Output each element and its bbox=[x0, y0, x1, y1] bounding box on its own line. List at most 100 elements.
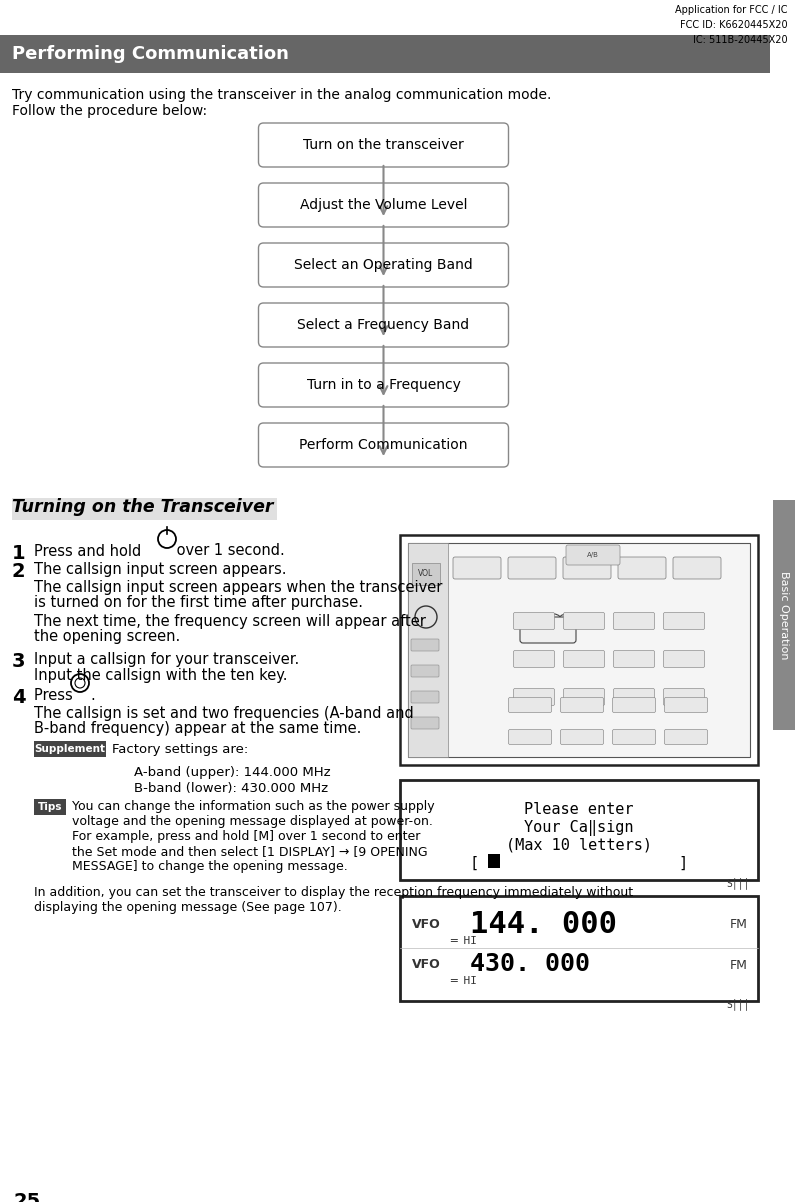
Text: VOL: VOL bbox=[418, 570, 434, 578]
FancyBboxPatch shape bbox=[520, 617, 576, 643]
Text: S│││: S│││ bbox=[727, 877, 750, 888]
Text: B-band frequency) appear at the same time.: B-band frequency) appear at the same tim… bbox=[34, 721, 361, 736]
Text: FM: FM bbox=[730, 959, 748, 972]
Bar bbox=[0, 35, 770, 73]
Text: Your Ca‖sign: Your Ca‖sign bbox=[524, 820, 634, 837]
Text: 25: 25 bbox=[14, 1192, 41, 1202]
Circle shape bbox=[534, 614, 550, 630]
Text: A/B: A/B bbox=[587, 552, 599, 558]
FancyBboxPatch shape bbox=[411, 691, 439, 703]
FancyBboxPatch shape bbox=[513, 613, 555, 630]
Text: 1: 1 bbox=[12, 545, 26, 563]
FancyBboxPatch shape bbox=[508, 697, 552, 713]
Circle shape bbox=[522, 614, 538, 630]
Text: VFO: VFO bbox=[412, 918, 441, 932]
FancyBboxPatch shape bbox=[618, 557, 666, 579]
Text: Select a Frequency Band: Select a Frequency Band bbox=[297, 319, 469, 332]
FancyBboxPatch shape bbox=[663, 689, 705, 706]
Circle shape bbox=[558, 614, 574, 630]
Text: [: [ bbox=[470, 856, 479, 871]
FancyBboxPatch shape bbox=[614, 650, 654, 667]
Text: ═ HI: ═ HI bbox=[450, 976, 477, 986]
Text: 430. 000: 430. 000 bbox=[470, 952, 590, 976]
FancyBboxPatch shape bbox=[613, 697, 655, 713]
Circle shape bbox=[546, 614, 562, 630]
Text: FM: FM bbox=[730, 918, 748, 932]
Text: Supplement: Supplement bbox=[34, 744, 105, 754]
Text: Factory settings are:: Factory settings are: bbox=[112, 743, 248, 756]
FancyBboxPatch shape bbox=[614, 689, 654, 706]
Text: VFO: VFO bbox=[412, 958, 441, 971]
Text: the Set mode and then select [1 DISPLAY] → [9 OPENING: the Set mode and then select [1 DISPLAY]… bbox=[72, 845, 428, 858]
Text: S│││: S│││ bbox=[727, 998, 750, 1010]
FancyBboxPatch shape bbox=[513, 650, 555, 667]
FancyBboxPatch shape bbox=[453, 557, 501, 579]
FancyBboxPatch shape bbox=[665, 730, 708, 744]
FancyBboxPatch shape bbox=[663, 650, 705, 667]
Text: Please enter: Please enter bbox=[524, 802, 634, 817]
Text: You can change the information such as the power supply: You can change the information such as t… bbox=[72, 801, 434, 813]
Text: over 1 second.: over 1 second. bbox=[172, 543, 285, 558]
Bar bbox=[400, 780, 758, 880]
Bar bbox=[400, 535, 758, 764]
Text: .: . bbox=[90, 688, 95, 703]
FancyBboxPatch shape bbox=[614, 613, 654, 630]
Text: A-band (upper): 144.000 MHz: A-band (upper): 144.000 MHz bbox=[134, 766, 331, 779]
Text: The callsign input screen appears.: The callsign input screen appears. bbox=[34, 563, 286, 577]
Text: The callsign input screen appears when the transceiver: The callsign input screen appears when t… bbox=[34, 581, 442, 595]
FancyBboxPatch shape bbox=[563, 650, 604, 667]
FancyBboxPatch shape bbox=[258, 303, 508, 347]
Bar bbox=[34, 740, 106, 757]
FancyBboxPatch shape bbox=[566, 545, 620, 565]
FancyBboxPatch shape bbox=[673, 557, 721, 579]
Text: The callsign is set and two frequencies (A-band and: The callsign is set and two frequencies … bbox=[34, 706, 414, 721]
Text: 3: 3 bbox=[12, 651, 26, 671]
Text: Press: Press bbox=[34, 688, 77, 703]
FancyBboxPatch shape bbox=[613, 730, 655, 744]
Text: is turned on for the first time after purchase.: is turned on for the first time after pu… bbox=[34, 595, 363, 609]
FancyBboxPatch shape bbox=[411, 718, 439, 728]
Text: Turn on the transceiver: Turn on the transceiver bbox=[303, 138, 464, 151]
Text: Follow the procedure below:: Follow the procedure below: bbox=[12, 105, 207, 118]
FancyBboxPatch shape bbox=[508, 557, 556, 579]
Text: In addition, you can set the transceiver to display the reception frequency imme: In addition, you can set the transceiver… bbox=[34, 886, 633, 899]
Text: Tips: Tips bbox=[37, 802, 62, 813]
FancyBboxPatch shape bbox=[513, 689, 555, 706]
FancyBboxPatch shape bbox=[560, 697, 603, 713]
FancyBboxPatch shape bbox=[258, 243, 508, 287]
Text: 144. 000: 144. 000 bbox=[470, 910, 617, 939]
Text: Press and hold: Press and hold bbox=[34, 545, 146, 559]
Bar bbox=[408, 543, 750, 757]
Text: Perform Communication: Perform Communication bbox=[299, 438, 468, 452]
FancyBboxPatch shape bbox=[258, 123, 508, 167]
Text: the opening screen.: the opening screen. bbox=[34, 629, 180, 644]
FancyBboxPatch shape bbox=[563, 689, 604, 706]
FancyBboxPatch shape bbox=[665, 697, 708, 713]
Text: ]: ] bbox=[679, 856, 688, 871]
Text: Basic Operation: Basic Operation bbox=[779, 571, 789, 659]
Text: B-band (lower): 430.000 MHz: B-band (lower): 430.000 MHz bbox=[134, 783, 328, 795]
Text: Performing Communication: Performing Communication bbox=[12, 44, 289, 63]
Bar bbox=[773, 500, 795, 730]
Text: Input a callsign for your transceiver.: Input a callsign for your transceiver. bbox=[34, 651, 299, 667]
Text: voltage and the opening message displayed at power-on.: voltage and the opening message displaye… bbox=[72, 815, 433, 828]
Text: ═ HI: ═ HI bbox=[450, 936, 477, 946]
FancyBboxPatch shape bbox=[560, 730, 603, 744]
Text: For example, press and hold [M] over 1 second to enter: For example, press and hold [M] over 1 s… bbox=[72, 831, 420, 843]
FancyBboxPatch shape bbox=[563, 557, 611, 579]
Text: Application for FCC / IC
FCC ID: K6620445X20
IC: 511B-20445X20: Application for FCC / IC FCC ID: K662044… bbox=[676, 5, 788, 44]
Text: (Max 10 letters): (Max 10 letters) bbox=[506, 837, 652, 852]
FancyBboxPatch shape bbox=[411, 639, 439, 651]
Text: The next time, the frequency screen will appear after: The next time, the frequency screen will… bbox=[34, 614, 426, 629]
Bar bbox=[488, 853, 500, 868]
FancyBboxPatch shape bbox=[411, 665, 439, 677]
FancyBboxPatch shape bbox=[258, 423, 508, 468]
FancyBboxPatch shape bbox=[663, 613, 705, 630]
Text: Select an Operating Band: Select an Operating Band bbox=[294, 258, 473, 272]
FancyBboxPatch shape bbox=[258, 183, 508, 227]
Text: MESSAGE] to change the opening message.: MESSAGE] to change the opening message. bbox=[72, 859, 347, 873]
Bar bbox=[408, 543, 448, 757]
Bar bbox=[400, 895, 758, 1001]
Bar bbox=[412, 563, 440, 585]
Text: 4: 4 bbox=[12, 688, 26, 707]
